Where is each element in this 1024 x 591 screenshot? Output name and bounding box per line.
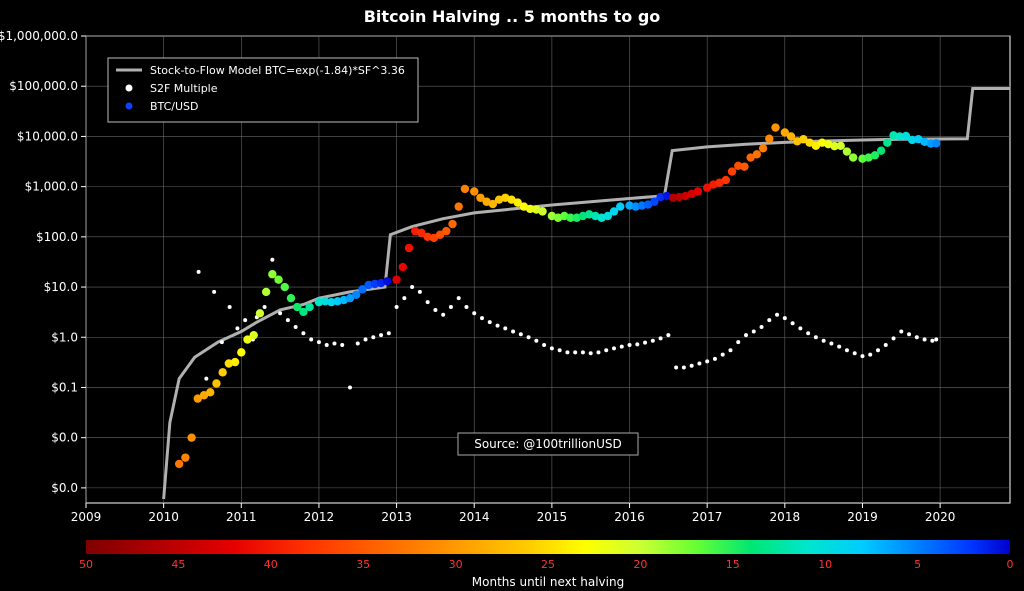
bitcoin-halving-chart: 2009201020112012201320142015201620172018… xyxy=(0,0,1024,591)
colorbar-tick: 25 xyxy=(541,558,555,571)
colorbar-label: Months until next halving xyxy=(472,575,624,589)
colorbar-tick: 30 xyxy=(449,558,463,571)
colorbar-tick: 45 xyxy=(171,558,185,571)
x-tick-label: 2019 xyxy=(847,510,878,524)
y-tick-label: $1.0 xyxy=(51,330,78,344)
y-tick-label: $10.0 xyxy=(44,280,78,294)
y-tick-label: $1,000,000.0 xyxy=(0,29,78,43)
y-tick-label: $0.0 xyxy=(51,431,78,445)
y-tick-label: $1,000.0 xyxy=(25,180,78,194)
x-tick-label: 2009 xyxy=(71,510,102,524)
y-tick-label: $10,000.0 xyxy=(17,129,78,143)
y-tick-label: $100,000.0 xyxy=(9,79,78,93)
colorbar xyxy=(86,540,1010,554)
colorbar-tick: 50 xyxy=(79,558,93,571)
legend-label: S2F Multiple xyxy=(150,82,218,95)
x-tick-label: 2014 xyxy=(459,510,490,524)
y-tick-label: $0.1 xyxy=(51,380,78,394)
source-text: Source: @100trillionUSD xyxy=(474,437,622,451)
x-tick-label: 2011 xyxy=(226,510,257,524)
x-tick-label: 2016 xyxy=(614,510,645,524)
colorbar-tick: 20 xyxy=(633,558,647,571)
colorbar-tick: 0 xyxy=(1007,558,1014,571)
legend: Stock-to-Flow Model BTC=exp(-1.84)*SF^3.… xyxy=(108,58,418,122)
y-tick-label: $0.0 xyxy=(51,481,78,495)
x-tick-label: 2012 xyxy=(304,510,335,524)
x-tick-label: 2013 xyxy=(381,510,412,524)
x-tick-label: 2020 xyxy=(925,510,956,524)
chart-title: Bitcoin Halving .. 5 months to go xyxy=(364,7,661,26)
legend-label: BTC/USD xyxy=(150,100,199,113)
x-tick-label: 2017 xyxy=(692,510,723,524)
legend-label: Stock-to-Flow Model BTC=exp(-1.84)*SF^3.… xyxy=(150,64,405,77)
colorbar-tick: 5 xyxy=(914,558,921,571)
y-tick-label: $100.0 xyxy=(36,230,78,244)
colorbar-tick: 35 xyxy=(356,558,370,571)
colorbar-tick: 15 xyxy=(726,558,740,571)
x-tick-label: 2010 xyxy=(148,510,179,524)
colorbar-tick: 10 xyxy=(818,558,832,571)
x-tick-label: 2018 xyxy=(770,510,801,524)
colorbar-tick: 40 xyxy=(264,558,278,571)
x-tick-label: 2015 xyxy=(537,510,568,524)
